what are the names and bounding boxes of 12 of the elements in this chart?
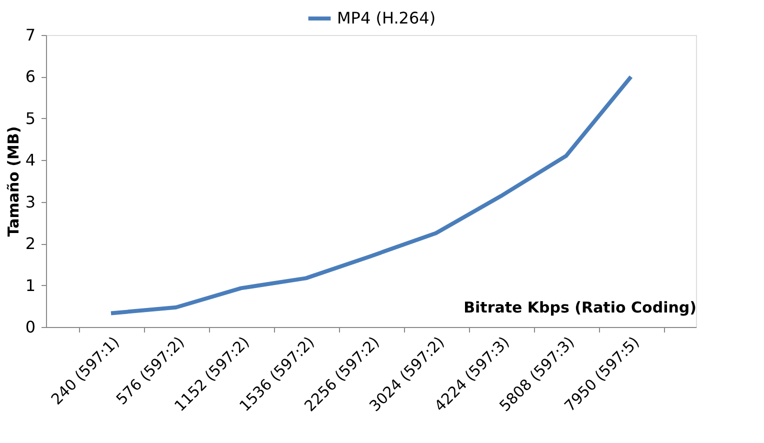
line-series bbox=[109, 74, 633, 316]
legend-label: MP4 (H.264) bbox=[337, 8, 436, 28]
y-tick-label: 4 bbox=[25, 150, 36, 170]
y-tick-label: 7 bbox=[25, 26, 36, 44]
y-tick-label: 3 bbox=[25, 192, 36, 212]
x-axis-title: Bitrate Kbps (Ratio Coding) bbox=[464, 298, 696, 316]
y-tick-label: 5 bbox=[25, 108, 36, 128]
y-tick-label: 1 bbox=[25, 276, 36, 295]
y-tick-label: 0 bbox=[25, 318, 36, 336]
y-axis-title: Tamaño (MB) bbox=[4, 126, 22, 237]
y-tick-label: 6 bbox=[25, 67, 36, 86]
y-tick-label: 2 bbox=[25, 234, 36, 254]
